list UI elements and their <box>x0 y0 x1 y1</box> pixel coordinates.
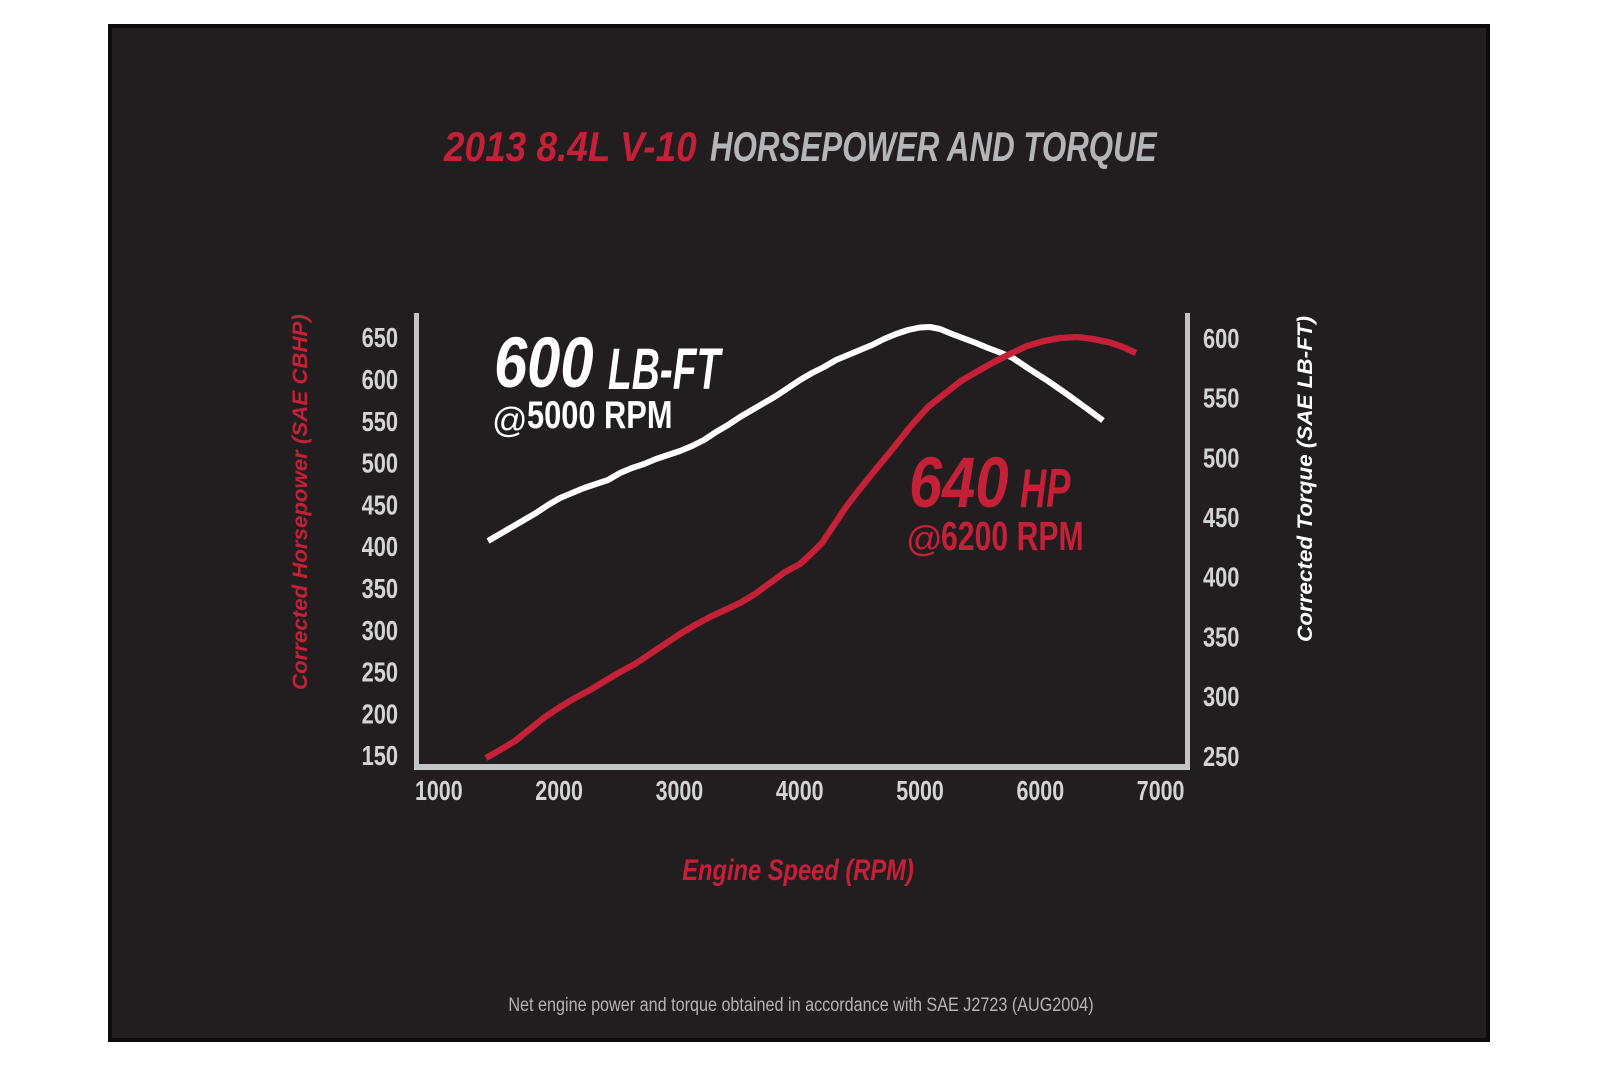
svg-text:2013 8.4L V-10: 2013 8.4L V-10 <box>443 124 697 171</box>
svg-text:6000: 6000 <box>1016 775 1064 806</box>
svg-text:400: 400 <box>362 532 398 563</box>
svg-text:450: 450 <box>1203 502 1239 533</box>
svg-text:600: 600 <box>1203 323 1239 354</box>
svg-text:HP: HP <box>1020 457 1071 518</box>
svg-text:250: 250 <box>362 657 398 688</box>
svg-text:550: 550 <box>362 406 398 437</box>
svg-text:350: 350 <box>362 573 398 604</box>
svg-text:200: 200 <box>362 699 398 730</box>
svg-text:300: 300 <box>1203 682 1239 713</box>
svg-text:@: @ <box>492 401 528 440</box>
svg-text:600: 600 <box>494 323 593 402</box>
svg-text:5000 RPM: 5000 RPM <box>527 394 672 437</box>
svg-text:6200 RPM: 6200 RPM <box>941 512 1084 559</box>
svg-text:600: 600 <box>362 364 398 395</box>
svg-text:7000: 7000 <box>1137 775 1185 806</box>
svg-text:300: 300 <box>362 615 398 646</box>
svg-text:350: 350 <box>1203 622 1239 653</box>
svg-text:Net engine power and torque ob: Net engine power and torque obtained in … <box>508 994 1093 1016</box>
svg-text:500: 500 <box>1203 443 1239 474</box>
svg-text:Corrected Horsepower (SAE CBHP: Corrected Horsepower (SAE CBHP) <box>288 314 312 690</box>
svg-text:250: 250 <box>1203 741 1239 772</box>
svg-text:650: 650 <box>362 323 398 354</box>
svg-text:3000: 3000 <box>656 775 704 806</box>
svg-text:1000: 1000 <box>415 775 463 806</box>
svg-text:5000: 5000 <box>896 775 944 806</box>
svg-text:550: 550 <box>1203 383 1239 414</box>
svg-text:Engine Speed (RPM): Engine Speed (RPM) <box>682 853 914 886</box>
svg-text:2000: 2000 <box>535 775 583 806</box>
svg-text:640: 640 <box>909 443 1008 522</box>
svg-text:400: 400 <box>1203 562 1239 593</box>
svg-text:450: 450 <box>362 490 398 521</box>
svg-text:4000: 4000 <box>776 775 824 806</box>
svg-text:500: 500 <box>362 448 398 479</box>
svg-text:LB-FT: LB-FT <box>608 337 723 402</box>
svg-text:@: @ <box>906 518 943 559</box>
svg-text:150: 150 <box>362 741 398 772</box>
svg-text:Corrected Torque (SAE LB-FT): Corrected Torque (SAE LB-FT) <box>1293 316 1317 642</box>
svg-text:HORSEPOWER AND TORQUE: HORSEPOWER AND TORQUE <box>710 122 1158 170</box>
